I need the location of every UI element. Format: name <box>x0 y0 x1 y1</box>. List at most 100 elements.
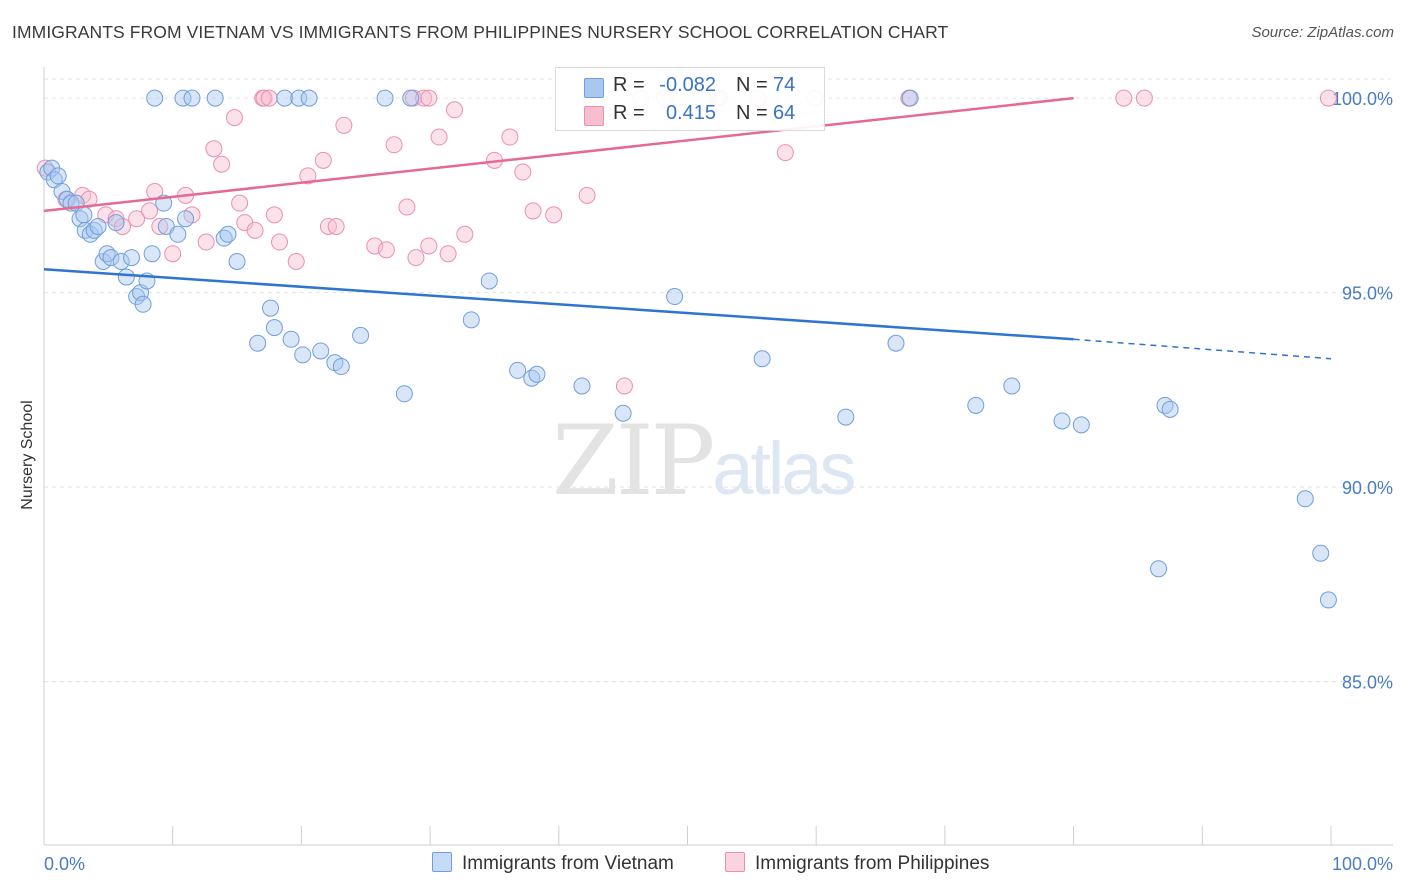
vietnam-point <box>666 288 684 306</box>
philippines-point <box>398 198 416 216</box>
watermark-zip: ZIP <box>552 405 715 517</box>
correlation-legend: R = -0.082 N = 74 R = 0.415 N = 64 <box>555 67 825 131</box>
philippines-point <box>246 221 264 239</box>
vietnam-point <box>887 334 905 352</box>
philippines-point <box>213 155 231 173</box>
philippines-point <box>439 245 457 263</box>
philippines-point <box>430 128 448 146</box>
chart-title: IMMIGRANTS FROM VIETNAM VS IMMIGRANTS FR… <box>12 22 949 42</box>
vietnam-point <box>528 365 546 383</box>
bottom-legend-philippines: Immigrants from Philippines <box>725 852 989 875</box>
vietnam-trend-extension <box>1073 338 1332 360</box>
vietnam-point <box>174 89 192 107</box>
philippines-point <box>407 249 425 267</box>
philippines-point <box>1115 89 1133 107</box>
watermark: ZIPatlas <box>552 405 857 517</box>
philippines-point <box>501 128 519 146</box>
vietnam-point <box>146 89 164 107</box>
philippines-point <box>141 202 159 220</box>
vietnam-point <box>1053 412 1071 430</box>
vietnam-point <box>462 311 480 329</box>
philippines-point <box>80 190 98 208</box>
philippines-point <box>420 237 438 255</box>
vietnam-point <box>1072 416 1090 434</box>
philippines-point <box>420 89 438 107</box>
x-tick-label: 0.0% <box>44 854 85 874</box>
philippines-point <box>776 144 794 162</box>
y-tick-label: 90.0% <box>1342 478 1393 498</box>
vietnam-point <box>294 346 312 364</box>
vietnam-point <box>1161 400 1179 418</box>
legend-r-value-philippines: 0.415 <box>665 102 716 124</box>
philippines-point <box>415 89 433 107</box>
philippines-point <box>524 202 542 220</box>
philippines-point <box>271 233 289 251</box>
legend-n-value-vietnam: 74 <box>773 74 796 96</box>
vietnam-point <box>837 408 855 426</box>
vietnam-point <box>967 396 985 414</box>
y-tick-label: 85.0% <box>1342 673 1393 693</box>
legend-swatch-vietnam <box>584 78 604 98</box>
vietnam-point <box>265 319 283 337</box>
philippines-point <box>446 101 464 119</box>
philippines-point <box>260 89 278 107</box>
vietnam-point <box>1319 591 1337 609</box>
philippines-point <box>255 89 273 107</box>
vietnam-point <box>206 89 224 107</box>
vietnam-point <box>107 214 125 232</box>
philippines-point <box>545 206 563 224</box>
philippines-point <box>385 136 403 154</box>
watermark-atlas: atlas <box>712 427 856 510</box>
philippines-point <box>578 186 596 204</box>
bottom-legend-vietnam: Immigrants from Vietnam <box>432 852 674 875</box>
source-label: Source: ZipAtlas.com <box>1251 24 1394 41</box>
vietnam-point <box>169 225 187 243</box>
y-tick-label: 100.0% <box>1332 89 1393 109</box>
philippines-point <box>225 109 243 127</box>
vietnam-point <box>402 89 420 107</box>
vietnam-point <box>262 299 280 317</box>
bottom-legend-swatch-vietnam <box>432 852 452 872</box>
vietnam-point <box>219 225 237 243</box>
philippines-point <box>265 206 283 224</box>
vietnam-point <box>509 361 527 379</box>
philippines-point <box>377 241 395 259</box>
vietnam-point <box>480 272 498 290</box>
vietnam-point <box>143 245 161 263</box>
philippines-point <box>335 116 353 134</box>
vietnam-point <box>49 167 67 185</box>
philippines-trend-line <box>43 96 1074 213</box>
vietnam-point <box>332 358 350 376</box>
vietnam-point <box>112 253 130 270</box>
philippines-point <box>205 140 223 158</box>
vietnam-point <box>901 89 919 107</box>
philippines-point <box>164 245 182 263</box>
legend-n-label: N = <box>736 74 768 96</box>
vietnam-point <box>1150 560 1168 578</box>
legend-r-label: R = <box>613 74 645 96</box>
philippines-point <box>128 210 146 228</box>
bottom-legend-label-philippines: Immigrants from Philippines <box>755 853 990 874</box>
philippines-point <box>197 233 215 251</box>
vietnam-point <box>376 89 394 107</box>
vietnam-point <box>177 210 195 228</box>
vietnam-point <box>228 253 246 270</box>
vietnam-point <box>276 89 294 107</box>
vietnam-point <box>123 249 141 267</box>
philippines-point <box>327 217 345 235</box>
philippines-point <box>299 167 317 185</box>
vietnam-point <box>312 342 330 360</box>
vietnam-point <box>282 330 300 348</box>
bottom-legend-swatch-philippines <box>725 852 745 872</box>
vietnam-point <box>1296 490 1314 508</box>
vietnam-point <box>89 217 107 235</box>
vietnam-point <box>183 89 201 107</box>
vietnam-trend-line <box>43 268 1074 341</box>
legend-n-value-philippines: 64 <box>773 102 796 124</box>
vietnam-point <box>753 350 771 368</box>
philippines-point <box>1319 89 1337 107</box>
vietnam-point <box>300 89 318 107</box>
vietnam-point <box>573 377 591 395</box>
vietnam-point <box>352 326 370 344</box>
